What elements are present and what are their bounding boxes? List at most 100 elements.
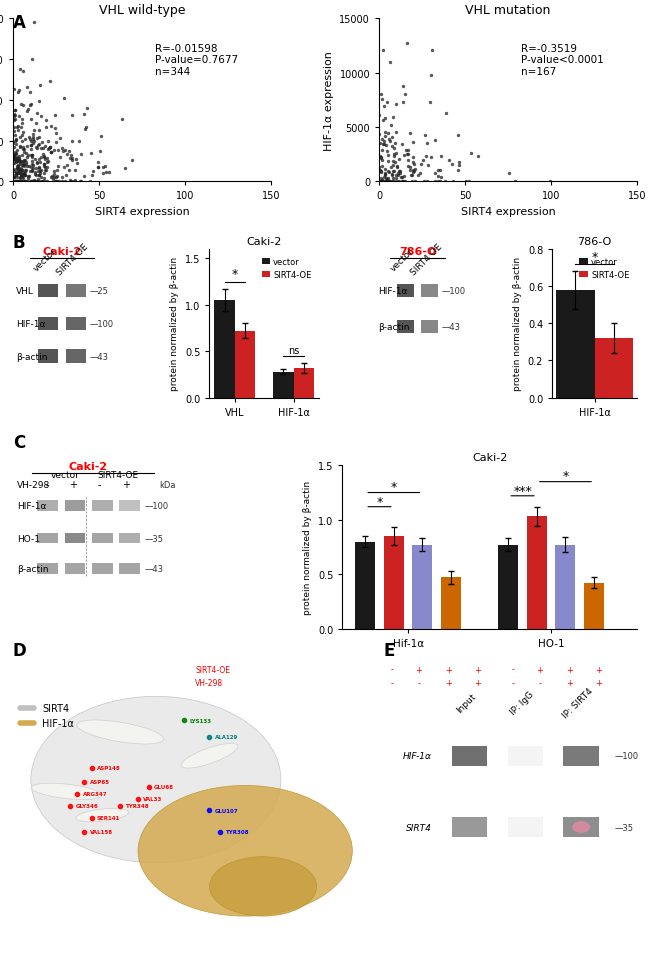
Point <box>15 157 25 172</box>
Point <box>384 174 394 190</box>
Text: +: + <box>69 479 77 490</box>
Bar <box>273 373 294 398</box>
Point <box>452 164 463 179</box>
Point <box>21 139 32 154</box>
Bar <box>508 746 543 766</box>
Point <box>473 149 483 164</box>
Text: ALA129: ALA129 <box>214 735 238 740</box>
Point <box>49 143 59 158</box>
Point <box>16 97 27 112</box>
Point <box>422 136 432 152</box>
Bar <box>38 350 58 363</box>
Point <box>40 152 50 167</box>
Text: +: + <box>566 665 573 674</box>
Point <box>396 174 407 190</box>
Point <box>35 155 46 171</box>
Text: vector: vector <box>389 247 416 274</box>
Point <box>391 125 402 140</box>
Point <box>378 43 388 58</box>
Bar <box>421 320 438 334</box>
Point <box>381 138 391 153</box>
Point <box>47 170 57 185</box>
Point <box>32 156 42 172</box>
Point <box>44 74 55 90</box>
Point <box>65 148 75 163</box>
Point <box>384 132 394 148</box>
Point <box>8 152 18 167</box>
Point <box>398 174 409 190</box>
Title: Caki-2: Caki-2 <box>246 236 282 246</box>
Point <box>100 159 110 174</box>
Bar <box>452 746 488 766</box>
Point <box>17 167 27 182</box>
Point <box>69 174 79 190</box>
Point <box>87 168 98 183</box>
Point <box>402 36 413 51</box>
Point <box>448 174 458 190</box>
Point <box>21 159 32 174</box>
Point <box>19 142 29 157</box>
Text: *: * <box>562 470 569 483</box>
Legend: SIRT4, HIF-1α: SIRT4, HIF-1α <box>18 701 76 730</box>
Title: Caki-2: Caki-2 <box>472 453 508 462</box>
Point <box>408 150 418 165</box>
Point <box>28 174 38 190</box>
Point <box>545 174 556 190</box>
Point <box>18 153 29 169</box>
Point <box>404 127 415 142</box>
Point <box>16 174 27 190</box>
Bar <box>64 563 85 574</box>
Text: HIF-1α: HIF-1α <box>378 287 408 295</box>
Point <box>9 149 20 164</box>
Point <box>504 166 515 181</box>
Point <box>15 62 25 77</box>
Point <box>415 166 425 181</box>
Point <box>15 155 25 171</box>
Y-axis label: protein normalized by β-actin: protein normalized by β-actin <box>304 480 313 615</box>
Point <box>380 174 391 190</box>
Text: R=-0.3519
P-value<0.0001
n=167: R=-0.3519 P-value<0.0001 n=167 <box>521 44 604 76</box>
Point <box>29 152 40 168</box>
Point <box>29 15 39 30</box>
Point <box>383 148 393 163</box>
Point <box>387 174 397 190</box>
Text: VH-298: VH-298 <box>17 480 50 489</box>
Point <box>14 110 24 125</box>
Point <box>376 132 387 148</box>
Text: —100: —100 <box>144 501 168 511</box>
Point <box>29 173 39 189</box>
Point <box>18 158 28 173</box>
Point <box>23 172 33 187</box>
Point <box>10 147 21 162</box>
Point <box>454 158 464 173</box>
Text: R=-0.01598
P-value=0.7677
n=344: R=-0.01598 P-value=0.7677 n=344 <box>155 44 238 76</box>
Point <box>10 129 20 144</box>
Point <box>387 154 398 170</box>
Point <box>17 171 27 186</box>
Point <box>8 149 19 164</box>
Point <box>45 140 55 155</box>
Text: TYR308: TYR308 <box>226 829 249 835</box>
Text: ns: ns <box>288 346 299 355</box>
Point <box>40 139 50 154</box>
Point <box>402 147 412 162</box>
X-axis label: SIRT4 expression: SIRT4 expression <box>461 207 556 216</box>
Point <box>21 150 32 165</box>
Point <box>15 171 25 186</box>
Point <box>21 157 31 172</box>
Text: —35: —35 <box>615 822 634 832</box>
Point <box>39 159 49 174</box>
Point <box>71 152 81 168</box>
Point <box>8 113 19 129</box>
Text: GLU68: GLU68 <box>154 784 174 789</box>
Text: +: + <box>445 665 452 674</box>
Point <box>18 174 28 190</box>
Point <box>13 158 23 173</box>
Point <box>67 152 77 167</box>
Text: β-actin: β-actin <box>17 564 48 574</box>
Point <box>66 174 76 190</box>
Point <box>10 152 21 167</box>
Point <box>376 172 387 187</box>
Point <box>18 157 29 172</box>
Point <box>16 169 27 184</box>
